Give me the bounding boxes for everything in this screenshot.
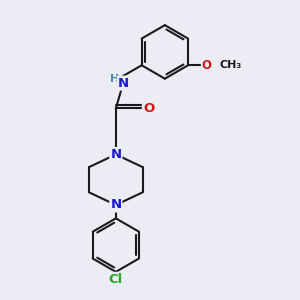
- Text: N: N: [110, 199, 122, 212]
- Text: N: N: [110, 148, 122, 161]
- Text: CH₃: CH₃: [220, 60, 242, 70]
- Text: N: N: [118, 76, 129, 90]
- Text: O: O: [202, 59, 212, 72]
- Text: H: H: [110, 74, 119, 84]
- Text: Cl: Cl: [109, 273, 123, 286]
- Text: O: O: [143, 102, 154, 115]
